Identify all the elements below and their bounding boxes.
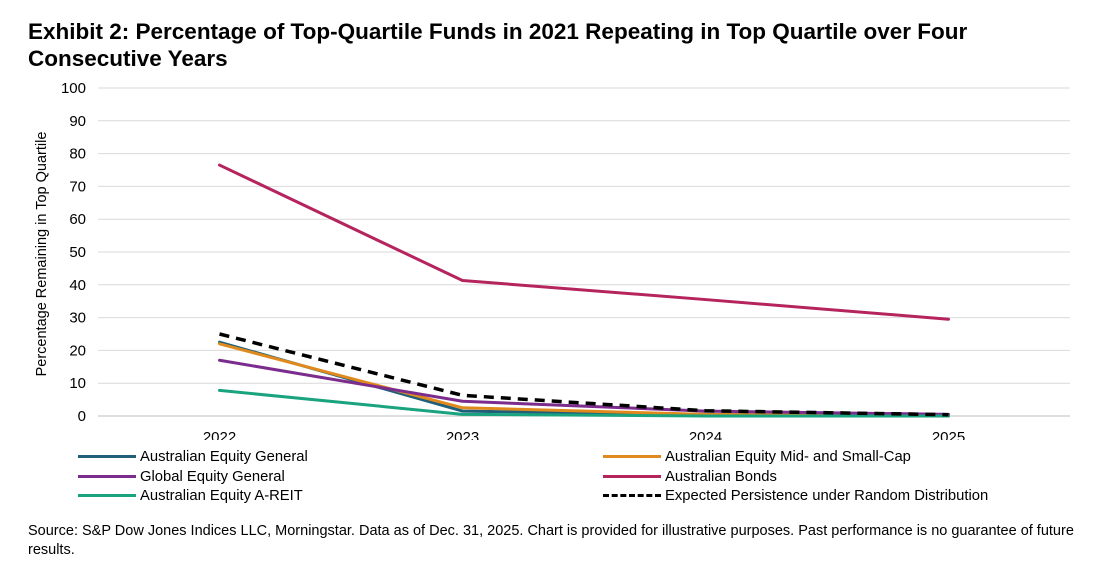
- y-tick-label: 10: [69, 375, 86, 392]
- legend-swatch: [603, 494, 661, 497]
- chart-title: Exhibit 2: Percentage of Top-Quartile Fu…: [28, 19, 968, 71]
- series-line-australian-bonds: [218, 163, 950, 321]
- y-tick-label: 50: [69, 244, 86, 261]
- x-tick-label: 2025: [932, 429, 965, 440]
- legend-label: Expected Persistence under Random Distri…: [665, 488, 989, 504]
- legend-swatch: [78, 494, 136, 497]
- y-tick-label: 30: [69, 310, 86, 327]
- legend-label: Australian Bonds: [665, 469, 777, 485]
- y-tick-label: 0: [78, 408, 86, 425]
- y-tick-label: 70: [69, 178, 86, 195]
- y-tick-label: 40: [69, 277, 86, 294]
- line-chart: 0 10 20 30 40 50 60 70 80 90 100 2022 2023 2024 2025: [61, 80, 1070, 440]
- x-tick-label: 2023: [446, 429, 479, 440]
- legend-swatch: [603, 475, 661, 478]
- series-line-australian-equity-a-reit: [218, 388, 950, 418]
- series-lines: [218, 163, 950, 418]
- x-tick-label: 2024: [689, 429, 722, 440]
- series-line-global-equity-general: [218, 358, 950, 416]
- source-note: Source: S&P Dow Jones Indices LLC, Morni…: [28, 523, 1074, 558]
- legend-label: Australian Equity A-REIT: [140, 488, 303, 504]
- legend-label: Australian Equity Mid- and Small-Cap: [665, 449, 911, 465]
- legend-swatch: [78, 455, 136, 458]
- legend-swatch: [603, 455, 661, 458]
- gridlines: [98, 87, 1070, 417]
- legend-label: Global Equity General: [140, 469, 285, 485]
- x-tick-labels: 2022 2023 2024 2025: [203, 429, 965, 440]
- y-tick-label: 60: [69, 211, 86, 228]
- x-tick-label: 2022: [203, 429, 236, 440]
- y-tick-label: 90: [69, 113, 86, 130]
- y-tick-label: 80: [69, 146, 86, 163]
- y-tick-labels: 0 10 20 30 40 50 60 70 80 90 100: [61, 80, 86, 425]
- series-line-expected-persistence-under-random-distribution: [219, 332, 949, 417]
- legend-label: Australian Equity General: [140, 449, 308, 465]
- y-tick-label: 100: [61, 80, 86, 97]
- legend-swatch: [78, 475, 136, 478]
- y-tick-label: 20: [69, 342, 86, 359]
